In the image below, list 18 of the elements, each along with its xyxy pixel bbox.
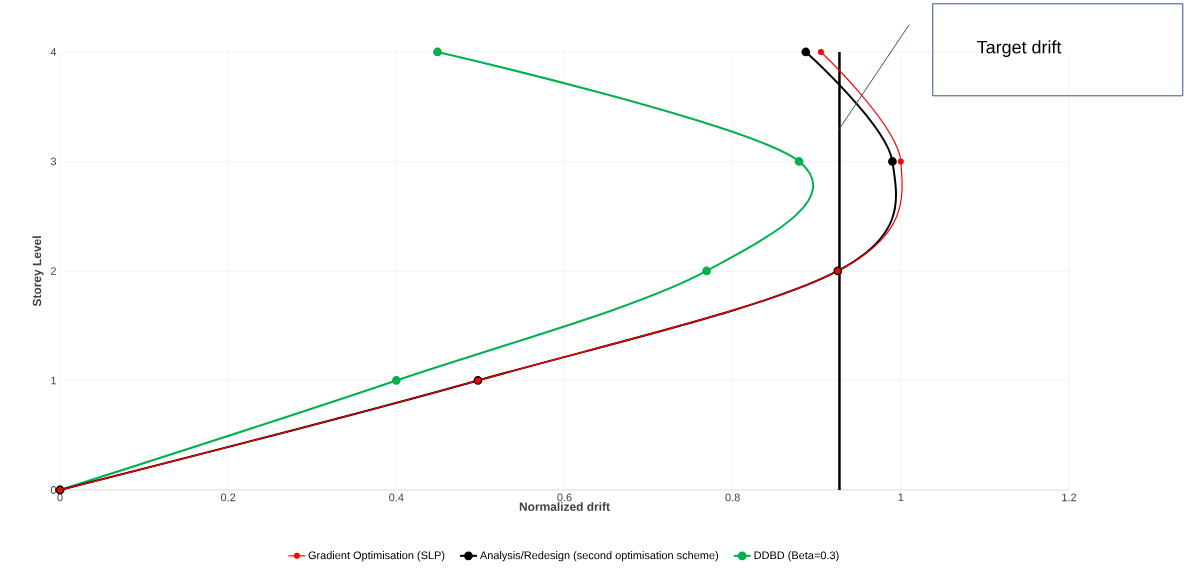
y-tick-label: 0: [50, 486, 57, 494]
x-tick-label: 0.4: [389, 493, 404, 502]
y-tick-label: 3: [50, 157, 56, 166]
y-axis-title: Storey Level: [32, 236, 44, 307]
legend-label: Gradient Optimisation (SLP): [308, 551, 445, 562]
x-tick-label: 0.8: [725, 493, 740, 502]
annotation: Target drift: [977, 40, 1062, 58]
x-tick-label: 0: [57, 493, 63, 502]
y-tick-label: 1: [51, 376, 56, 385]
x-tick-label: 1: [898, 493, 904, 502]
legend-label: Analysis/Redesign (second optimisation scheme): [479, 551, 718, 562]
x-tick-label: 1.2: [1062, 493, 1077, 502]
legend-label: DDBD (Beta=0.3): [754, 551, 839, 562]
x-tick-label: 0.2: [220, 493, 236, 502]
y-tick-label: 2: [50, 267, 56, 275]
x-tick-label: 0.6: [557, 493, 572, 502]
x-axis-title: Normalized drift: [519, 502, 610, 511]
y-tick-label: 4: [50, 48, 57, 56]
